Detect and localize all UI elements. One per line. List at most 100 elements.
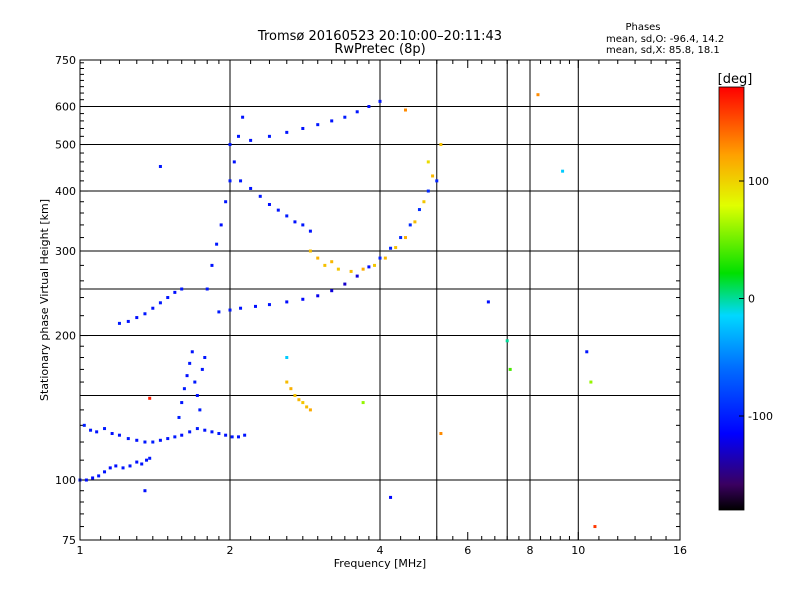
data-point	[367, 265, 371, 269]
data-point	[413, 220, 417, 224]
data-point	[408, 223, 412, 227]
data-point	[486, 300, 490, 304]
data-point	[330, 289, 334, 293]
plot-frame	[79, 59, 681, 541]
data-point	[536, 93, 540, 97]
colorbar-tick-label: 100	[748, 175, 769, 188]
data-point	[589, 380, 593, 384]
y-tick-label: 100	[55, 474, 76, 487]
data-point	[145, 458, 149, 462]
data-point	[166, 437, 170, 441]
data-point	[378, 256, 382, 260]
data-point	[219, 223, 223, 227]
data-point	[276, 208, 280, 212]
y-tick-label: 500	[55, 139, 76, 152]
data-point	[177, 415, 181, 419]
data-point	[110, 432, 114, 436]
data-point	[285, 300, 289, 304]
data-point	[158, 438, 162, 442]
data-point	[210, 263, 214, 267]
data-point	[117, 433, 121, 437]
x-tick-labels: 1 2 4 6 8 10 16	[77, 544, 688, 557]
data-point	[195, 394, 199, 398]
data-point	[422, 200, 426, 204]
y-tick-label: 600	[55, 101, 76, 114]
data-point	[210, 430, 214, 434]
data-point	[355, 110, 359, 114]
data-point	[316, 123, 320, 127]
colorbar-label: [deg]	[718, 72, 753, 87]
data-point	[182, 387, 186, 391]
data-point	[394, 246, 398, 250]
data-point	[108, 466, 112, 470]
x-tick-label: 8	[527, 544, 534, 557]
data-point	[389, 246, 393, 250]
data-point	[224, 200, 228, 204]
stats-line-x: mean, sd,X: 85.8, 18.1	[606, 45, 720, 56]
colorbar-tick-label: -100	[748, 410, 773, 423]
data-point	[114, 464, 118, 468]
data-point	[249, 138, 253, 142]
axis-ticks	[79, 59, 681, 541]
data-point	[200, 367, 204, 371]
data-point	[285, 380, 289, 384]
data-point	[383, 256, 387, 260]
data-point	[293, 394, 297, 398]
data-points	[78, 93, 597, 529]
data-point	[505, 339, 509, 343]
x-tick-label: 2	[227, 544, 234, 557]
data-point	[439, 432, 443, 436]
data-point	[285, 214, 289, 218]
data-point	[253, 304, 257, 308]
data-point	[190, 350, 194, 354]
data-point	[508, 367, 512, 371]
data-point	[308, 408, 312, 412]
y-tick-label: 300	[55, 245, 76, 258]
x-tick-label: 1	[77, 544, 84, 557]
stats-header: Phases	[625, 22, 660, 33]
data-point	[361, 401, 365, 405]
data-point	[435, 179, 439, 183]
data-point	[243, 433, 247, 437]
data-point	[343, 115, 347, 119]
data-point	[228, 308, 232, 312]
data-point	[180, 401, 184, 405]
data-point	[367, 105, 371, 109]
data-point	[417, 208, 421, 212]
data-point	[561, 169, 565, 173]
data-point	[180, 287, 184, 291]
data-point	[103, 470, 107, 474]
data-point	[173, 290, 177, 294]
data-point	[241, 115, 245, 119]
data-point	[143, 489, 147, 493]
data-point	[151, 440, 155, 444]
data-point	[121, 466, 125, 470]
data-point	[301, 223, 305, 227]
data-point	[343, 282, 347, 286]
data-point	[330, 260, 334, 264]
data-point	[249, 186, 253, 190]
data-point	[399, 236, 403, 240]
data-point	[143, 312, 147, 316]
data-point	[301, 297, 305, 301]
data-point	[140, 462, 144, 466]
data-point	[236, 435, 240, 439]
data-point	[117, 321, 121, 325]
data-point	[188, 430, 192, 434]
data-point	[203, 428, 207, 432]
data-point	[198, 408, 202, 412]
x-tick-label: 10	[571, 544, 585, 557]
data-point	[195, 427, 199, 431]
data-point	[228, 143, 232, 147]
data-point	[593, 525, 597, 529]
chart-title: Tromsø 20160523 20:10:00–20:11:43	[257, 29, 502, 44]
x-tick-label: 6	[464, 544, 471, 557]
data-point	[166, 296, 170, 300]
y-axis-label: Stationary phase Virtual Height [km]	[38, 199, 51, 401]
data-point	[135, 316, 139, 320]
data-point	[403, 236, 407, 240]
data-point	[217, 310, 221, 314]
y-tick-label: 400	[55, 185, 76, 198]
y-tick-label: 200	[55, 330, 76, 343]
